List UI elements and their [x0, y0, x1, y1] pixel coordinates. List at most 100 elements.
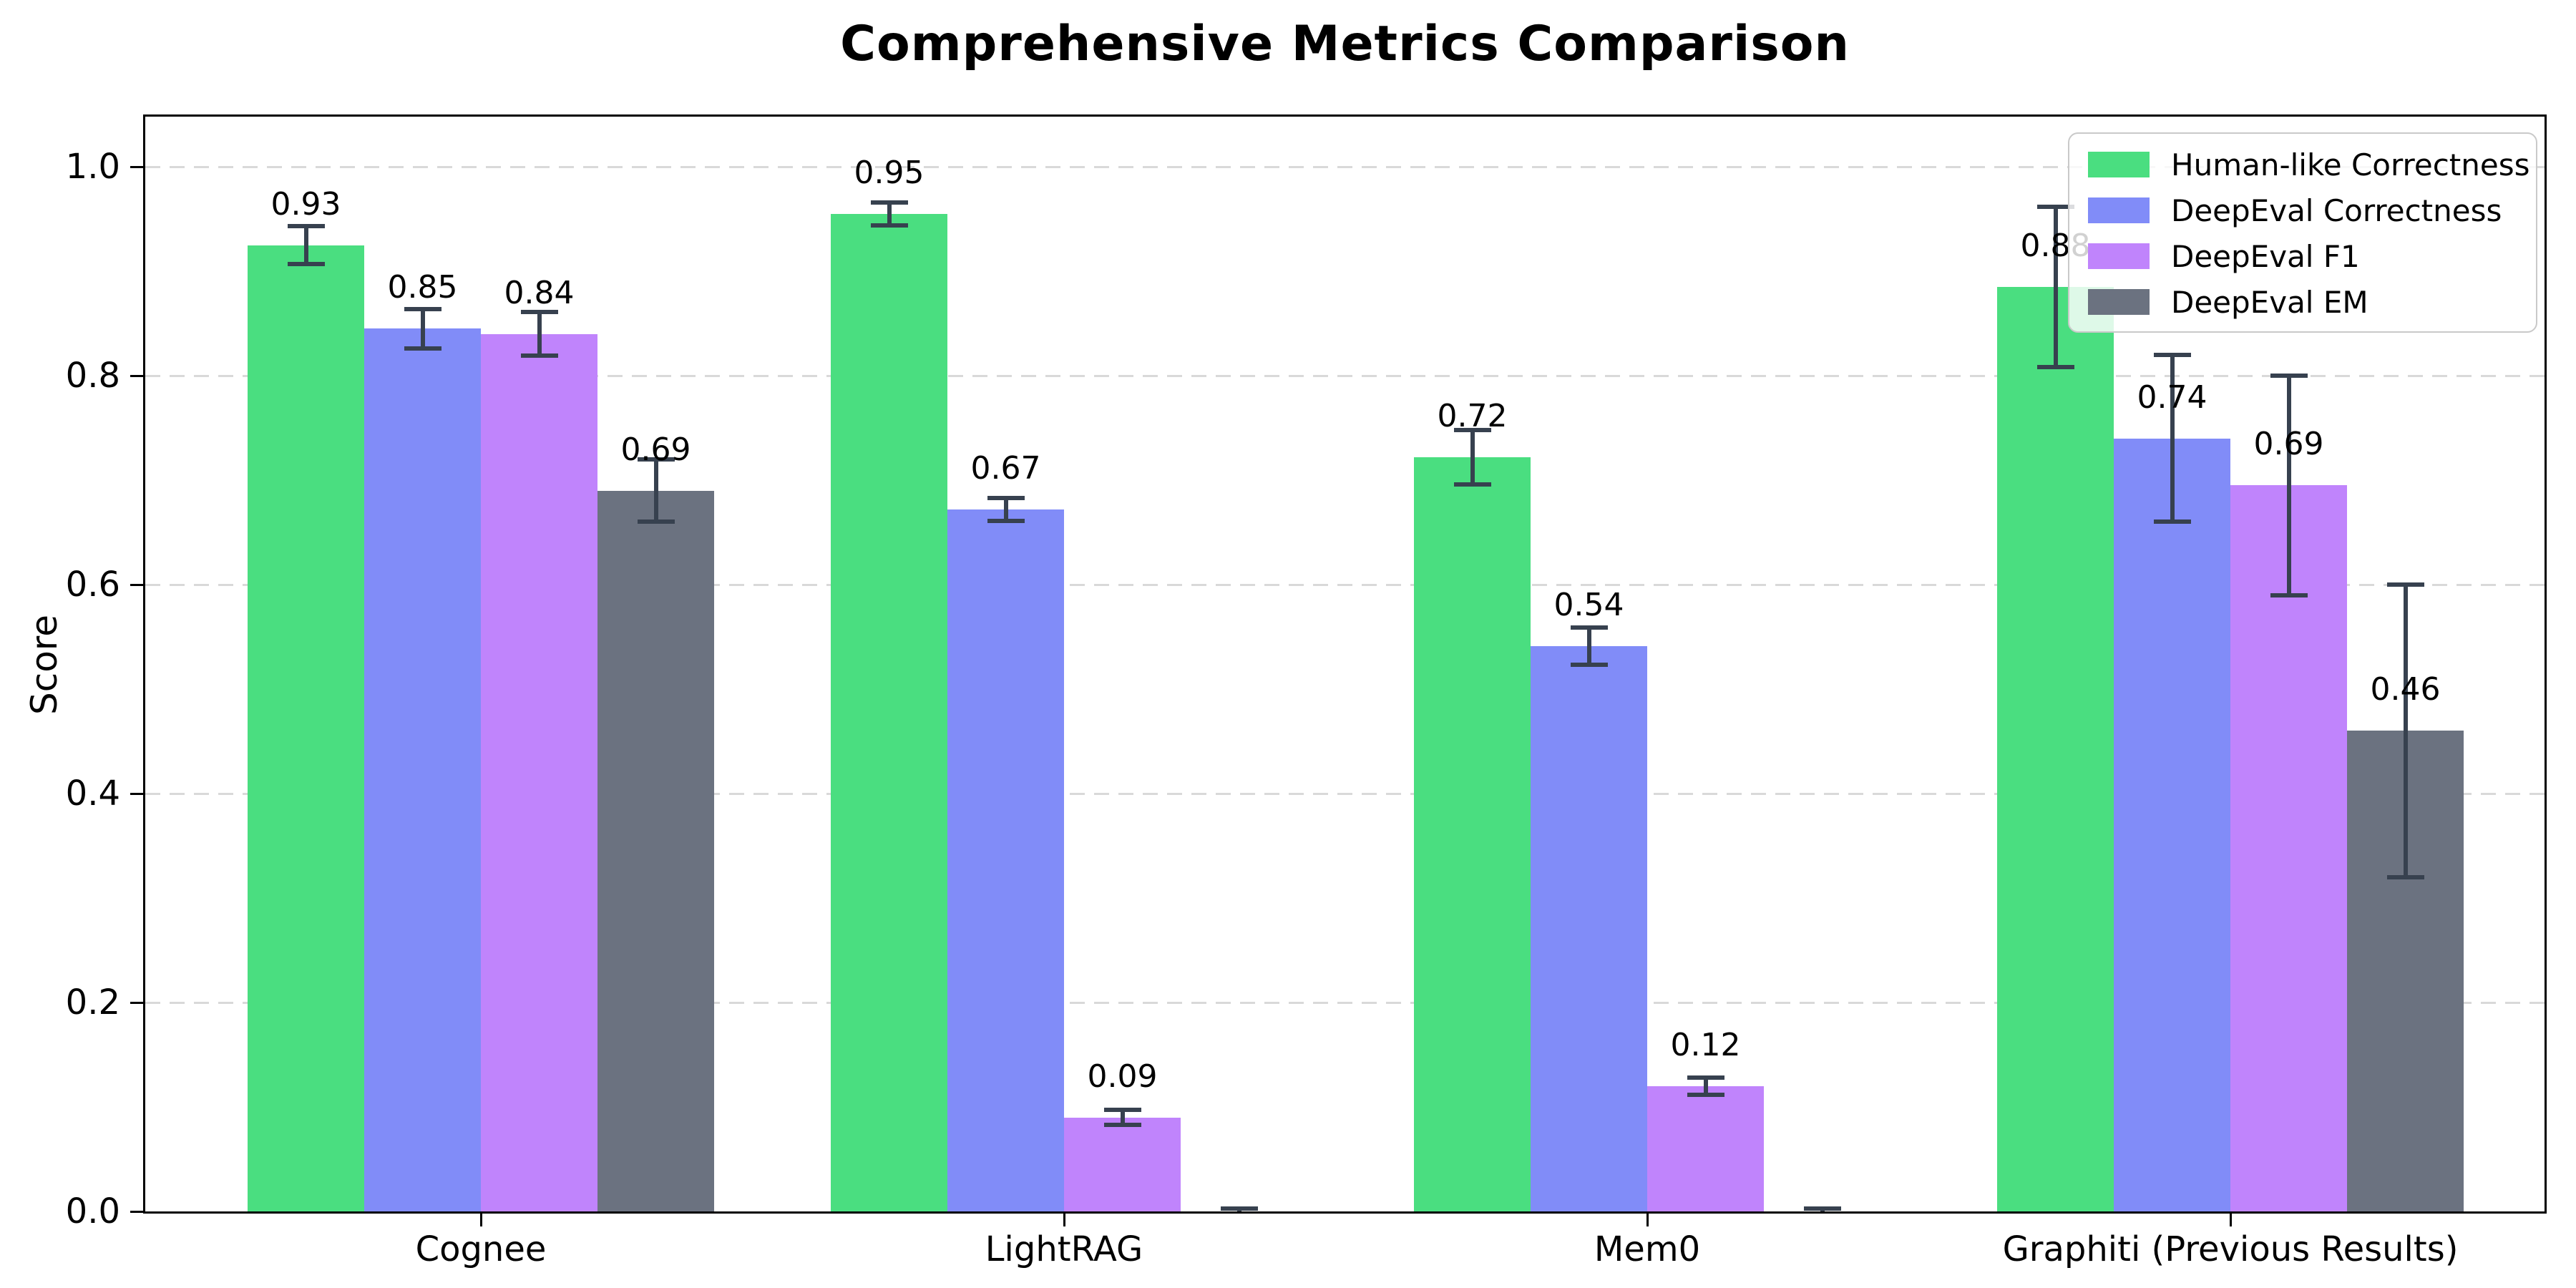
- bar-lightrag-deepeval-f1: [1064, 1117, 1181, 1211]
- bar-value-label-graphiti-previous-results-deepeval-f1: 0.69: [2253, 426, 2324, 463]
- y-tick-label-0.6: 0.6: [65, 565, 120, 605]
- legend-label-deepeval-em: DeepEval EM: [2171, 284, 2368, 320]
- bar-value-label-graphiti-previous-results-deepeval-correctness: 0.74: [2137, 379, 2207, 416]
- legend-swatch-human-like-correctness: [2088, 152, 2150, 177]
- error-bar-mem0-human-like-correctness: [1470, 429, 1475, 484]
- error-bar-graphiti-previous-results-human-like-correctness: [2053, 206, 2058, 368]
- error-bar-cap-top-graphiti-previous-results-deepeval-correctness: [2153, 352, 2191, 357]
- bar-lightrag-human-like-correctness: [831, 213, 947, 1211]
- bar-value-label-mem0-deepeval-correctness: 0.54: [1553, 587, 1624, 624]
- legend-item-deepeval-correctness: DeepEval Correctness: [2069, 187, 2536, 233]
- error-bar-lightrag-deepeval-correctness: [1003, 497, 1008, 521]
- y-tick-0.2: [130, 1001, 143, 1004]
- bar-graphiti-previous-results-deepeval-correctness: [2114, 438, 2230, 1211]
- gridline-0.6: [145, 583, 2545, 586]
- y-tick-0.8: [130, 374, 143, 377]
- legend-label-deepeval-f1: DeepEval F1: [2171, 238, 2360, 274]
- bar-cognee-deepeval-f1: [481, 333, 597, 1211]
- error-bar-cap-top-cognee-deepeval-f1: [520, 309, 558, 314]
- error-bar-lightrag-human-like-correctness: [887, 202, 892, 225]
- error-bar-cap-top-mem0-human-like-correctness: [1453, 427, 1491, 432]
- legend-item-deepeval-f1: DeepEval F1: [2069, 233, 2536, 279]
- error-bar-cap-top-graphiti-previous-results-deepeval-em: [2386, 582, 2424, 587]
- error-bar-lightrag-deepeval-f1: [1120, 1110, 1125, 1125]
- error-bar-cap-bottom-mem0-deepeval-f1: [1687, 1092, 1724, 1097]
- bar-value-label-cognee-human-like-correctness: 0.93: [270, 185, 341, 223]
- error-bar-cap-bottom-lightrag-deepeval-f1: [1103, 1122, 1141, 1127]
- bar-value-label-cognee-deepeval-correctness: 0.85: [387, 269, 458, 306]
- x-tick-cognee: [479, 1214, 482, 1226]
- y-tick-0.0: [130, 1210, 143, 1213]
- y-tick-label-1.0: 1.0: [65, 147, 120, 187]
- error-bar-cap-top-graphiti-previous-results-deepeval-f1: [2270, 374, 2308, 378]
- legend-swatch-deepeval-correctness: [2088, 197, 2150, 223]
- error-bar-cap-bottom-lightrag-deepeval-correctness: [987, 518, 1025, 523]
- bar-value-label-lightrag-human-like-correctness: 0.95: [854, 154, 924, 191]
- gridline-0.8: [145, 374, 2545, 377]
- y-tick-0.6: [130, 583, 143, 586]
- bar-graphiti-previous-results-deepeval-f1: [2230, 485, 2347, 1211]
- legend-label-deepeval-correctness: DeepEval Correctness: [2171, 192, 2502, 228]
- bar-value-label-mem0-deepeval-f1: 0.12: [1670, 1026, 1741, 1063]
- chart-title: Comprehensive Metrics Comparison: [840, 16, 1850, 72]
- bar-value-label-mem0-human-like-correctness: 0.72: [1437, 397, 1508, 434]
- bar-graphiti-previous-results-human-like-correctness: [1997, 286, 2114, 1211]
- error-bar-cap-bottom-mem0-deepeval-correctness: [1570, 663, 1608, 668]
- y-axis-label: Score: [24, 614, 65, 716]
- bar-cognee-deepeval-correctness: [364, 328, 481, 1211]
- legend-swatch-deepeval-em: [2088, 289, 2150, 315]
- y-tick-1.0: [130, 165, 143, 168]
- gridline-0.4: [145, 792, 2545, 795]
- error-bar-cap-top-cognee-deepeval-correctness: [404, 306, 441, 311]
- error-bar-cap-bottom-cognee-deepeval-f1: [520, 353, 558, 358]
- y-tick-label-0.2: 0.2: [65, 982, 120, 1023]
- error-bar-cap-bottom-cognee-deepeval-correctness: [404, 346, 441, 351]
- error-bar-mem0-deepeval-correctness: [1586, 627, 1591, 665]
- error-bar-cap-bottom-graphiti-previous-results-human-like-correctness: [2036, 365, 2074, 370]
- bar-value-label-lightrag-deepeval-f1: 0.09: [1087, 1058, 1158, 1095]
- x-tick-label-graphiti-previous-results: Graphiti (Previous Results): [2002, 1229, 2459, 1269]
- error-bar-cap-top-mem0-deepeval-correctness: [1570, 625, 1608, 630]
- x-tick-label-cognee: Cognee: [415, 1229, 547, 1269]
- error-bar-cap-top-lightrag-deepeval-em: [1220, 1206, 1258, 1211]
- x-tick-label-lightrag: LightRAG: [985, 1229, 1143, 1269]
- bar-mem0-deepeval-f1: [1647, 1085, 1764, 1211]
- x-tick-label-mem0: Mem0: [1594, 1229, 1701, 1269]
- y-tick-label-0.8: 0.8: [65, 356, 120, 396]
- legend-swatch-deepeval-f1: [2088, 243, 2150, 269]
- bar-cognee-deepeval-em: [597, 490, 714, 1211]
- gridline-1.0: [145, 165, 2545, 168]
- error-bar-cap-bottom-graphiti-previous-results-deepeval-em: [2386, 874, 2424, 879]
- error-bar-cognee-deepeval-f1: [537, 311, 542, 356]
- legend-item-human-like-correctness: Human-like Correctness: [2069, 142, 2536, 187]
- bar-mem0-human-like-correctness: [1414, 457, 1531, 1211]
- y-tick-label-0.0: 0.0: [65, 1191, 120, 1231]
- error-bar-cap-bottom-graphiti-previous-results-deepeval-f1: [2270, 592, 2308, 597]
- x-tick-graphiti-previous-results: [2229, 1214, 2232, 1226]
- y-tick-label-0.4: 0.4: [65, 774, 120, 814]
- bar-lightrag-deepeval-correctness: [947, 509, 1064, 1211]
- legend-item-deepeval-em: DeepEval EM: [2069, 279, 2536, 325]
- y-tick-0.4: [130, 792, 143, 795]
- error-bar-mem0-deepeval-f1: [1703, 1078, 1708, 1095]
- legend-label-human-like-correctness: Human-like Correctness: [2171, 147, 2530, 182]
- bar-value-label-lightrag-deepeval-correctness: 0.67: [970, 449, 1041, 487]
- x-tick-lightrag: [1063, 1214, 1065, 1226]
- error-bar-graphiti-previous-results-deepeval-correctness: [2170, 354, 2175, 522]
- error-bar-cap-bottom-lightrag-human-like-correctness: [870, 223, 908, 228]
- x-tick-mem0: [1646, 1214, 1649, 1226]
- legend: Human-like Correctness DeepEval Correctne…: [2068, 132, 2537, 333]
- bar-value-label-cognee-deepeval-f1: 0.84: [504, 274, 575, 311]
- error-bar-cap-top-cognee-deepeval-em: [637, 457, 675, 462]
- error-bar-cap-bottom-mem0-human-like-correctness: [1453, 482, 1491, 487]
- bar-value-label-graphiti-previous-results-deepeval-em: 0.46: [2370, 671, 2441, 708]
- error-bar-cap-top-lightrag-human-like-correctness: [870, 200, 908, 205]
- error-bar-cap-top-lightrag-deepeval-correctness: [987, 495, 1025, 500]
- bar-value-label-cognee-deepeval-em: 0.69: [620, 431, 691, 468]
- error-bar-cap-bottom-graphiti-previous-results-deepeval-correctness: [2153, 519, 2191, 525]
- error-bar-cap-top-lightrag-deepeval-f1: [1103, 1108, 1141, 1113]
- error-bar-graphiti-previous-results-deepeval-em: [2403, 585, 2408, 877]
- error-bar-cap-top-mem0-deepeval-f1: [1687, 1075, 1724, 1080]
- bar-mem0-deepeval-correctness: [1531, 646, 1647, 1211]
